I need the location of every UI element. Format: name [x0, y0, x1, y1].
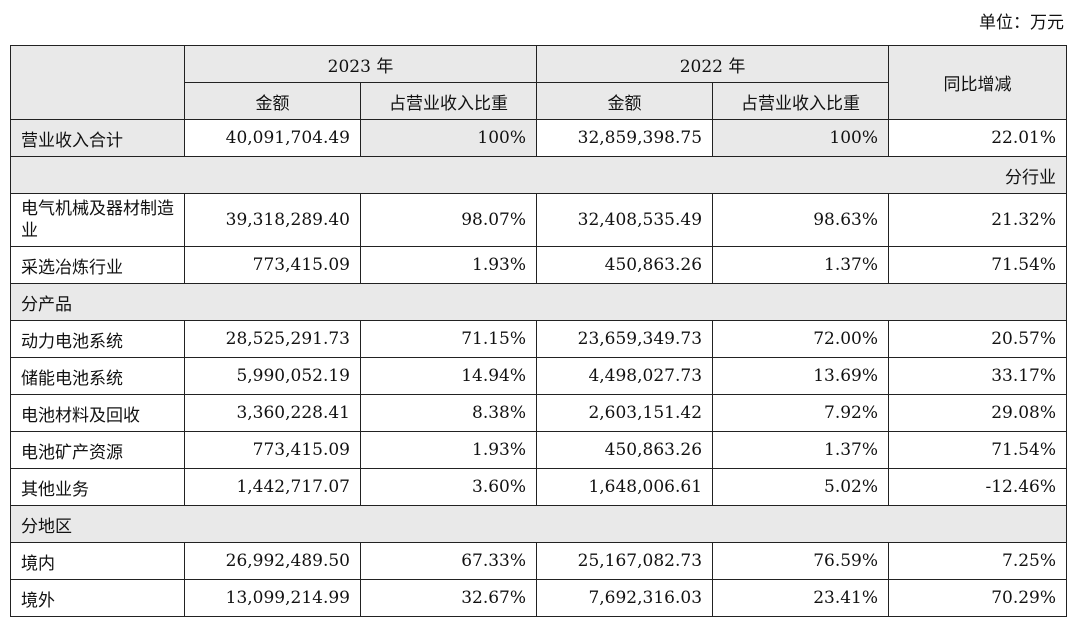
ratio-2023: 14.94% — [359, 357, 538, 395]
ratio-2022: 13.69% — [712, 357, 890, 395]
yoy-change: 71.54% — [888, 431, 1068, 469]
table-row: 电池矿产资源 773,415.09 1.93% 450,863.26 1.37%… — [10, 431, 1068, 469]
amount-2023: 773,415.09 — [184, 246, 361, 284]
table-row: 境外 13,099,214.99 32.67% 7,692,316.03 23.… — [10, 579, 1068, 617]
section-row-industry: 分行业 — [9, 156, 1068, 194]
header-row-metrics: 金额 占营业收入比重 金额 占营业收入比重 — [11, 82, 1067, 120]
row-label: 动力电池系统 — [10, 320, 185, 358]
yoy-change: 71.54% — [888, 246, 1068, 284]
amount-2022: 32,408,535.49 — [536, 193, 714, 247]
yoy-change: 22.01% — [888, 119, 1068, 157]
ratio-2022: 23.41% — [712, 579, 890, 617]
ratio-2023: 98.07% — [359, 193, 538, 247]
ratio-2023: 32.67% — [359, 579, 538, 617]
ratio-2022: 72.00% — [712, 320, 890, 358]
header-year-2023: 2023 年 — [183, 45, 538, 83]
header-amount-2023: 金额 — [184, 82, 361, 120]
amount-2023: 40,091,704.49 — [184, 119, 361, 157]
unit-label: 单位：万元 — [979, 13, 1064, 33]
section-label-product: 分产品 — [9, 283, 1068, 321]
yoy-change: 33.17% — [888, 357, 1068, 395]
yoy-change: 29.08% — [888, 394, 1068, 432]
amount-2023: 26,992,489.50 — [184, 542, 361, 580]
ratio-2023: 1.93% — [359, 431, 538, 469]
amount-2023: 13,099,214.99 — [184, 579, 361, 617]
ratio-2023: 100% — [359, 119, 538, 157]
table-row: 采选冶炼行业 773,415.09 1.93% 450,863.26 1.37%… — [10, 246, 1068, 284]
row-label: 境外 — [10, 579, 185, 617]
header-ratio-2022: 占营业收入比重 — [712, 82, 890, 120]
ratio-2023: 1.93% — [359, 246, 538, 284]
yoy-change: 21.32% — [888, 193, 1068, 247]
table-row: 电气机械及器材制造业 39,318,289.40 98.07% 32,408,5… — [10, 193, 1068, 247]
row-label: 储能电池系统 — [10, 357, 185, 395]
section-row-region: 分地区 — [9, 505, 1068, 543]
ratio-2023: 67.33% — [359, 542, 538, 580]
header-row-years: 2023 年 2022 年 同比增减 — [10, 45, 1068, 120]
ratio-2022: 1.37% — [712, 246, 890, 284]
row-label: 采选冶炼行业 — [10, 246, 185, 284]
table-row: 电池材料及回收 3,360,228.41 8.38% 2,603,151.42 … — [10, 394, 1068, 432]
amount-2023: 28,525,291.73 — [184, 320, 361, 358]
amount-2023: 773,415.09 — [184, 431, 361, 469]
section-row-product: 分产品 — [9, 283, 1068, 321]
amount-2023: 5,990,052.19 — [184, 357, 361, 395]
amount-2022: 1,648,006.61 — [536, 468, 714, 506]
amount-2022: 2,603,151.42 — [536, 394, 714, 432]
row-label: 境内 — [10, 542, 185, 580]
header-ratio-2023: 占营业收入比重 — [359, 82, 538, 120]
row-label: 电池材料及回收 — [10, 394, 185, 432]
ratio-2022: 76.59% — [712, 542, 890, 580]
total-row: 营业收入合计 40,091,704.49 100% 32,859,398.75 … — [10, 119, 1068, 157]
amount-2023: 39,318,289.40 — [184, 193, 361, 247]
header-blank-cell — [10, 45, 185, 120]
ratio-2022: 100% — [712, 119, 890, 157]
table-row: 动力电池系统 28,525,291.73 71.15% 23,659,349.7… — [10, 320, 1068, 358]
header-year-2022: 2022 年 — [536, 45, 890, 83]
ratio-2022: 7.92% — [712, 394, 890, 432]
row-label: 营业收入合计 — [10, 119, 185, 157]
amount-2022: 32,859,398.75 — [536, 119, 714, 157]
table-row: 储能电池系统 5,990,052.19 14.94% 4,498,027.73 … — [10, 357, 1068, 395]
ratio-2022: 1.37% — [712, 431, 890, 469]
amount-2023: 1,442,717.07 — [184, 468, 361, 506]
row-label: 电气机械及器材制造业 — [10, 193, 185, 247]
row-label: 电池矿产资源 — [10, 431, 185, 469]
ratio-2023: 3.60% — [359, 468, 538, 506]
amount-2022: 450,863.26 — [536, 246, 714, 284]
amount-2022: 7,692,316.03 — [536, 579, 714, 617]
yoy-change: -12.46% — [888, 468, 1068, 506]
section-label-industry: 分行业 — [9, 156, 1068, 194]
amount-2022: 450,863.26 — [536, 431, 714, 469]
amount-2022: 23,659,349.73 — [536, 320, 714, 358]
amount-2022: 25,167,082.73 — [536, 542, 714, 580]
amount-2022: 4,498,027.73 — [536, 357, 714, 395]
header-yoy: 同比增减 — [888, 45, 1068, 120]
amount-2023: 3,360,228.41 — [184, 394, 361, 432]
row-label: 其他业务 — [10, 468, 185, 506]
yoy-change: 20.57% — [888, 320, 1068, 358]
ratio-2022: 98.63% — [712, 193, 890, 247]
yoy-change: 7.25% — [888, 542, 1068, 580]
table-row: 其他业务 1,442,717.07 3.60% 1,648,006.61 5.0… — [10, 468, 1068, 506]
ratio-2022: 5.02% — [712, 468, 890, 506]
table-row: 境内 26,992,489.50 67.33% 25,167,082.73 76… — [10, 542, 1068, 580]
yoy-change: 70.29% — [888, 579, 1068, 617]
header-amount-2022: 金额 — [536, 82, 714, 120]
ratio-2023: 71.15% — [359, 320, 538, 358]
ratio-2023: 8.38% — [359, 394, 538, 432]
revenue-table: 2023 年 2022 年 同比增减 金额 占营业收入比重 金额 占营业收入比重… — [9, 45, 1068, 617]
section-label-region: 分地区 — [9, 505, 1068, 543]
